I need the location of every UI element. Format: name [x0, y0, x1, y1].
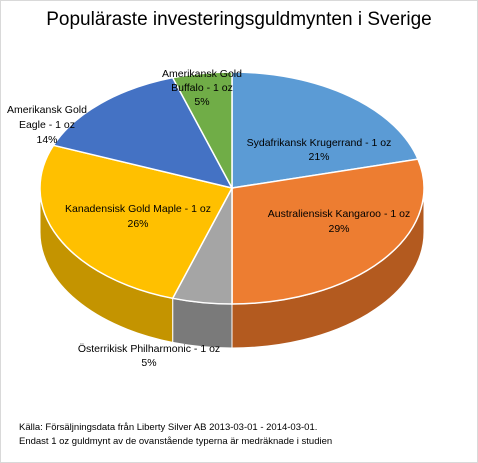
label-eagle-name-1: Amerikansk Gold — [7, 104, 87, 116]
label-buffalo-name-2: Buffalo - 1 oz — [171, 82, 233, 94]
label-eagle-percent: 14% — [36, 134, 57, 146]
label-philharmonic-name: Österrikisk Philharmonic - 1 oz — [78, 343, 220, 355]
label-maple-percent: 26% — [127, 218, 148, 230]
label-krugerrand-percent: 21% — [308, 151, 329, 163]
pie-slice-sydafrikansk-krugerrand-1-oz — [231, 71, 420, 189]
label-kangaroo-name: Australiensisk Kangaroo - 1 oz — [268, 208, 410, 220]
label-krugerrand-name: Sydafrikansk Krugerrand - 1 oz — [247, 137, 392, 149]
pie-sides — [39, 187, 425, 349]
label-buffalo-name-1: Amerikansk Gold — [162, 68, 242, 80]
label-kangaroo-percent: 29% — [328, 223, 349, 235]
label-buffalo-percent: 5% — [194, 96, 209, 108]
footnote-scope: Endast 1 oz guldmynt av de ovanstående t… — [19, 436, 333, 447]
pie-slice-kanadensisk-gold-maple-1-oz — [39, 144, 234, 300]
footnote-source: Källa: Försäljningsdata från Liberty Sil… — [19, 422, 318, 433]
pie-side-sterrikisk-philharmonic-1-oz — [172, 297, 233, 349]
label-maple-name: Kanadensisk Gold Maple - 1 oz — [65, 203, 211, 215]
label-philharmonic-percent: 5% — [141, 357, 156, 369]
chart-title: Populäraste investeringsguldmynten i Sve… — [46, 9, 432, 30]
pie-tops — [39, 71, 425, 305]
pie-slice-amerikansk-gold-buffalo-1-oz — [171, 71, 233, 189]
label-eagle-name-2: Eagle - 1 oz — [19, 119, 75, 131]
pie-slice-australiensisk-kangaroo-1-oz — [231, 158, 425, 305]
